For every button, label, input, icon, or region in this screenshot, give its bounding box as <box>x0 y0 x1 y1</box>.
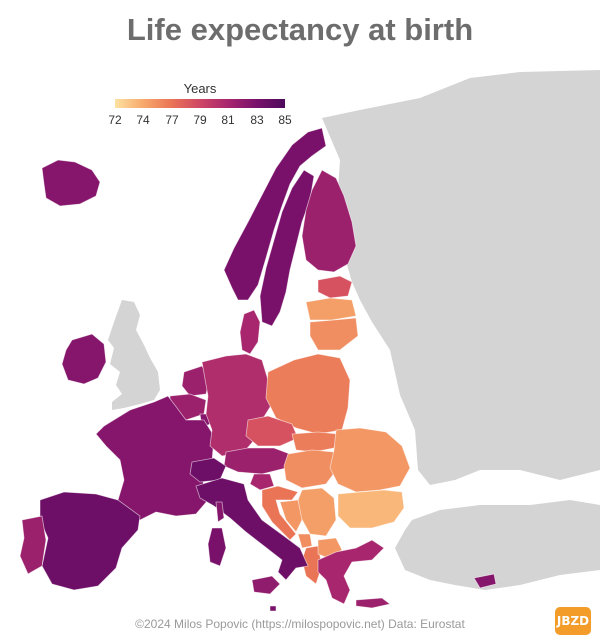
legend-color-bar <box>115 99 285 108</box>
no-data-areas <box>108 70 600 590</box>
russia-area <box>322 70 600 485</box>
region-iceland <box>41 159 101 207</box>
region-slovenia <box>249 473 275 491</box>
region-ireland <box>61 333 107 385</box>
legend-tick: 79 <box>193 113 207 127</box>
region-bulgaria <box>337 489 405 529</box>
region-greece <box>317 539 385 605</box>
region-poland <box>265 353 351 435</box>
legend-tick: 85 <box>278 113 292 127</box>
region-spain <box>39 491 141 591</box>
region-france <box>95 395 215 521</box>
region-italy <box>195 477 309 581</box>
region-lithuania <box>309 317 359 351</box>
region-malta <box>269 605 277 612</box>
legend-tick: 83 <box>250 113 264 127</box>
region-cyprus <box>473 573 497 589</box>
region-hungary <box>283 449 339 489</box>
region-netherlands <box>181 365 211 397</box>
watermark-logo: JBZD <box>555 607 591 635</box>
region-portugal <box>19 515 47 575</box>
great-britain-area <box>108 300 160 410</box>
region-norway <box>223 127 327 301</box>
region-montenegro <box>297 533 313 549</box>
region-estonia <box>317 275 353 299</box>
legend-tick: 77 <box>165 113 179 127</box>
legend-title: Years <box>183 81 217 96</box>
region-denmark <box>239 309 261 355</box>
legend-tick: 81 <box>221 113 235 127</box>
region-corsica <box>215 501 225 523</box>
map-title: Life expectancy at birth <box>126 12 474 47</box>
region-austria <box>223 447 291 475</box>
legend-tick: 74 <box>136 113 150 127</box>
credit-text: ©2024 Milos Popovic (https://milospopovi… <box>135 617 465 631</box>
region-czechia <box>245 415 299 447</box>
region-crete <box>355 597 391 609</box>
region-romania <box>329 427 411 493</box>
region-finland <box>301 169 357 273</box>
europe-map <box>19 70 600 612</box>
legend-tick: 72 <box>108 113 122 127</box>
region-sardinia <box>207 527 227 567</box>
region-serbia <box>297 487 337 537</box>
region-slovakia <box>291 431 339 453</box>
region-sicily <box>251 575 281 595</box>
region-latvia <box>305 297 357 321</box>
region-bosnia <box>279 499 303 533</box>
region-croatia <box>261 485 299 541</box>
turkey-area <box>395 500 600 590</box>
